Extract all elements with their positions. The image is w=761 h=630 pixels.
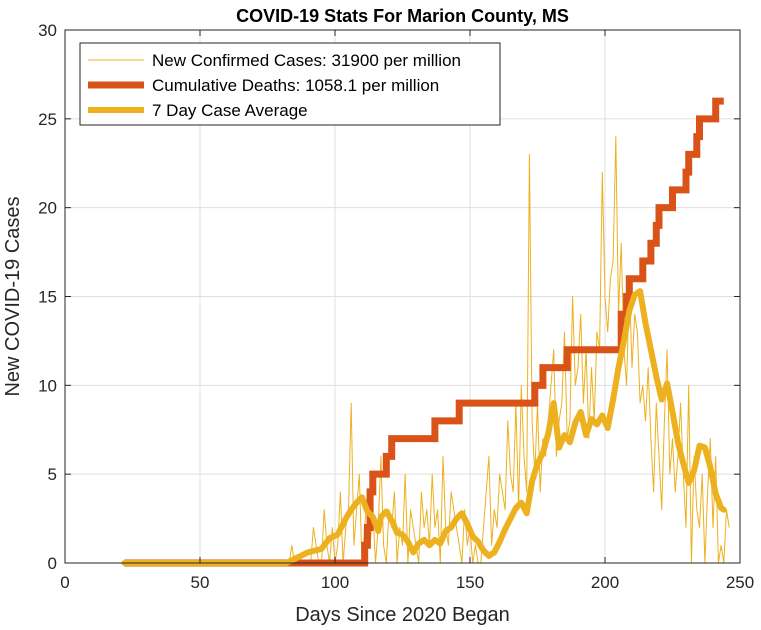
x-tick-label: 100 bbox=[321, 573, 349, 592]
legend: New Confirmed Cases: 31900 per million Cu… bbox=[79, 42, 501, 126]
x-axis-label: Days Since 2020 Began bbox=[295, 604, 510, 626]
y-tick-label: 25 bbox=[38, 110, 57, 129]
y-tick-label: 20 bbox=[38, 199, 57, 218]
x-tick-label: 0 bbox=[60, 573, 69, 592]
legend-entry-label: Cumulative Deaths: 1058.1 per million bbox=[152, 76, 439, 95]
x-tick-label: 200 bbox=[591, 573, 619, 592]
legend-entry-label: New Confirmed Cases: 31900 per million bbox=[152, 51, 461, 70]
x-tick-label: 50 bbox=[191, 573, 210, 592]
y-tick-label: 10 bbox=[38, 376, 57, 395]
chart-title: COVID-19 Stats For Marion County, MS bbox=[236, 6, 569, 26]
y-tick-label: 15 bbox=[38, 288, 57, 307]
series-cumulative-deaths-line bbox=[124, 97, 724, 567]
y-axis-label: New COVID-19 Cases bbox=[2, 196, 24, 396]
axis-ticks: 0 50 100 150 200 250 0 5 10 15 20 25 30 bbox=[38, 21, 754, 592]
y-tick-label: 5 bbox=[48, 465, 57, 484]
series-7-day-average-line bbox=[121, 288, 727, 566]
legend-entry-label: 7 Day Case Average bbox=[152, 101, 308, 120]
legend-box bbox=[79, 42, 501, 126]
y-tick-label: 0 bbox=[48, 554, 57, 573]
y-tick-label: 30 bbox=[38, 21, 57, 40]
x-tick-label: 250 bbox=[726, 573, 754, 592]
x-tick-label: 150 bbox=[456, 573, 484, 592]
